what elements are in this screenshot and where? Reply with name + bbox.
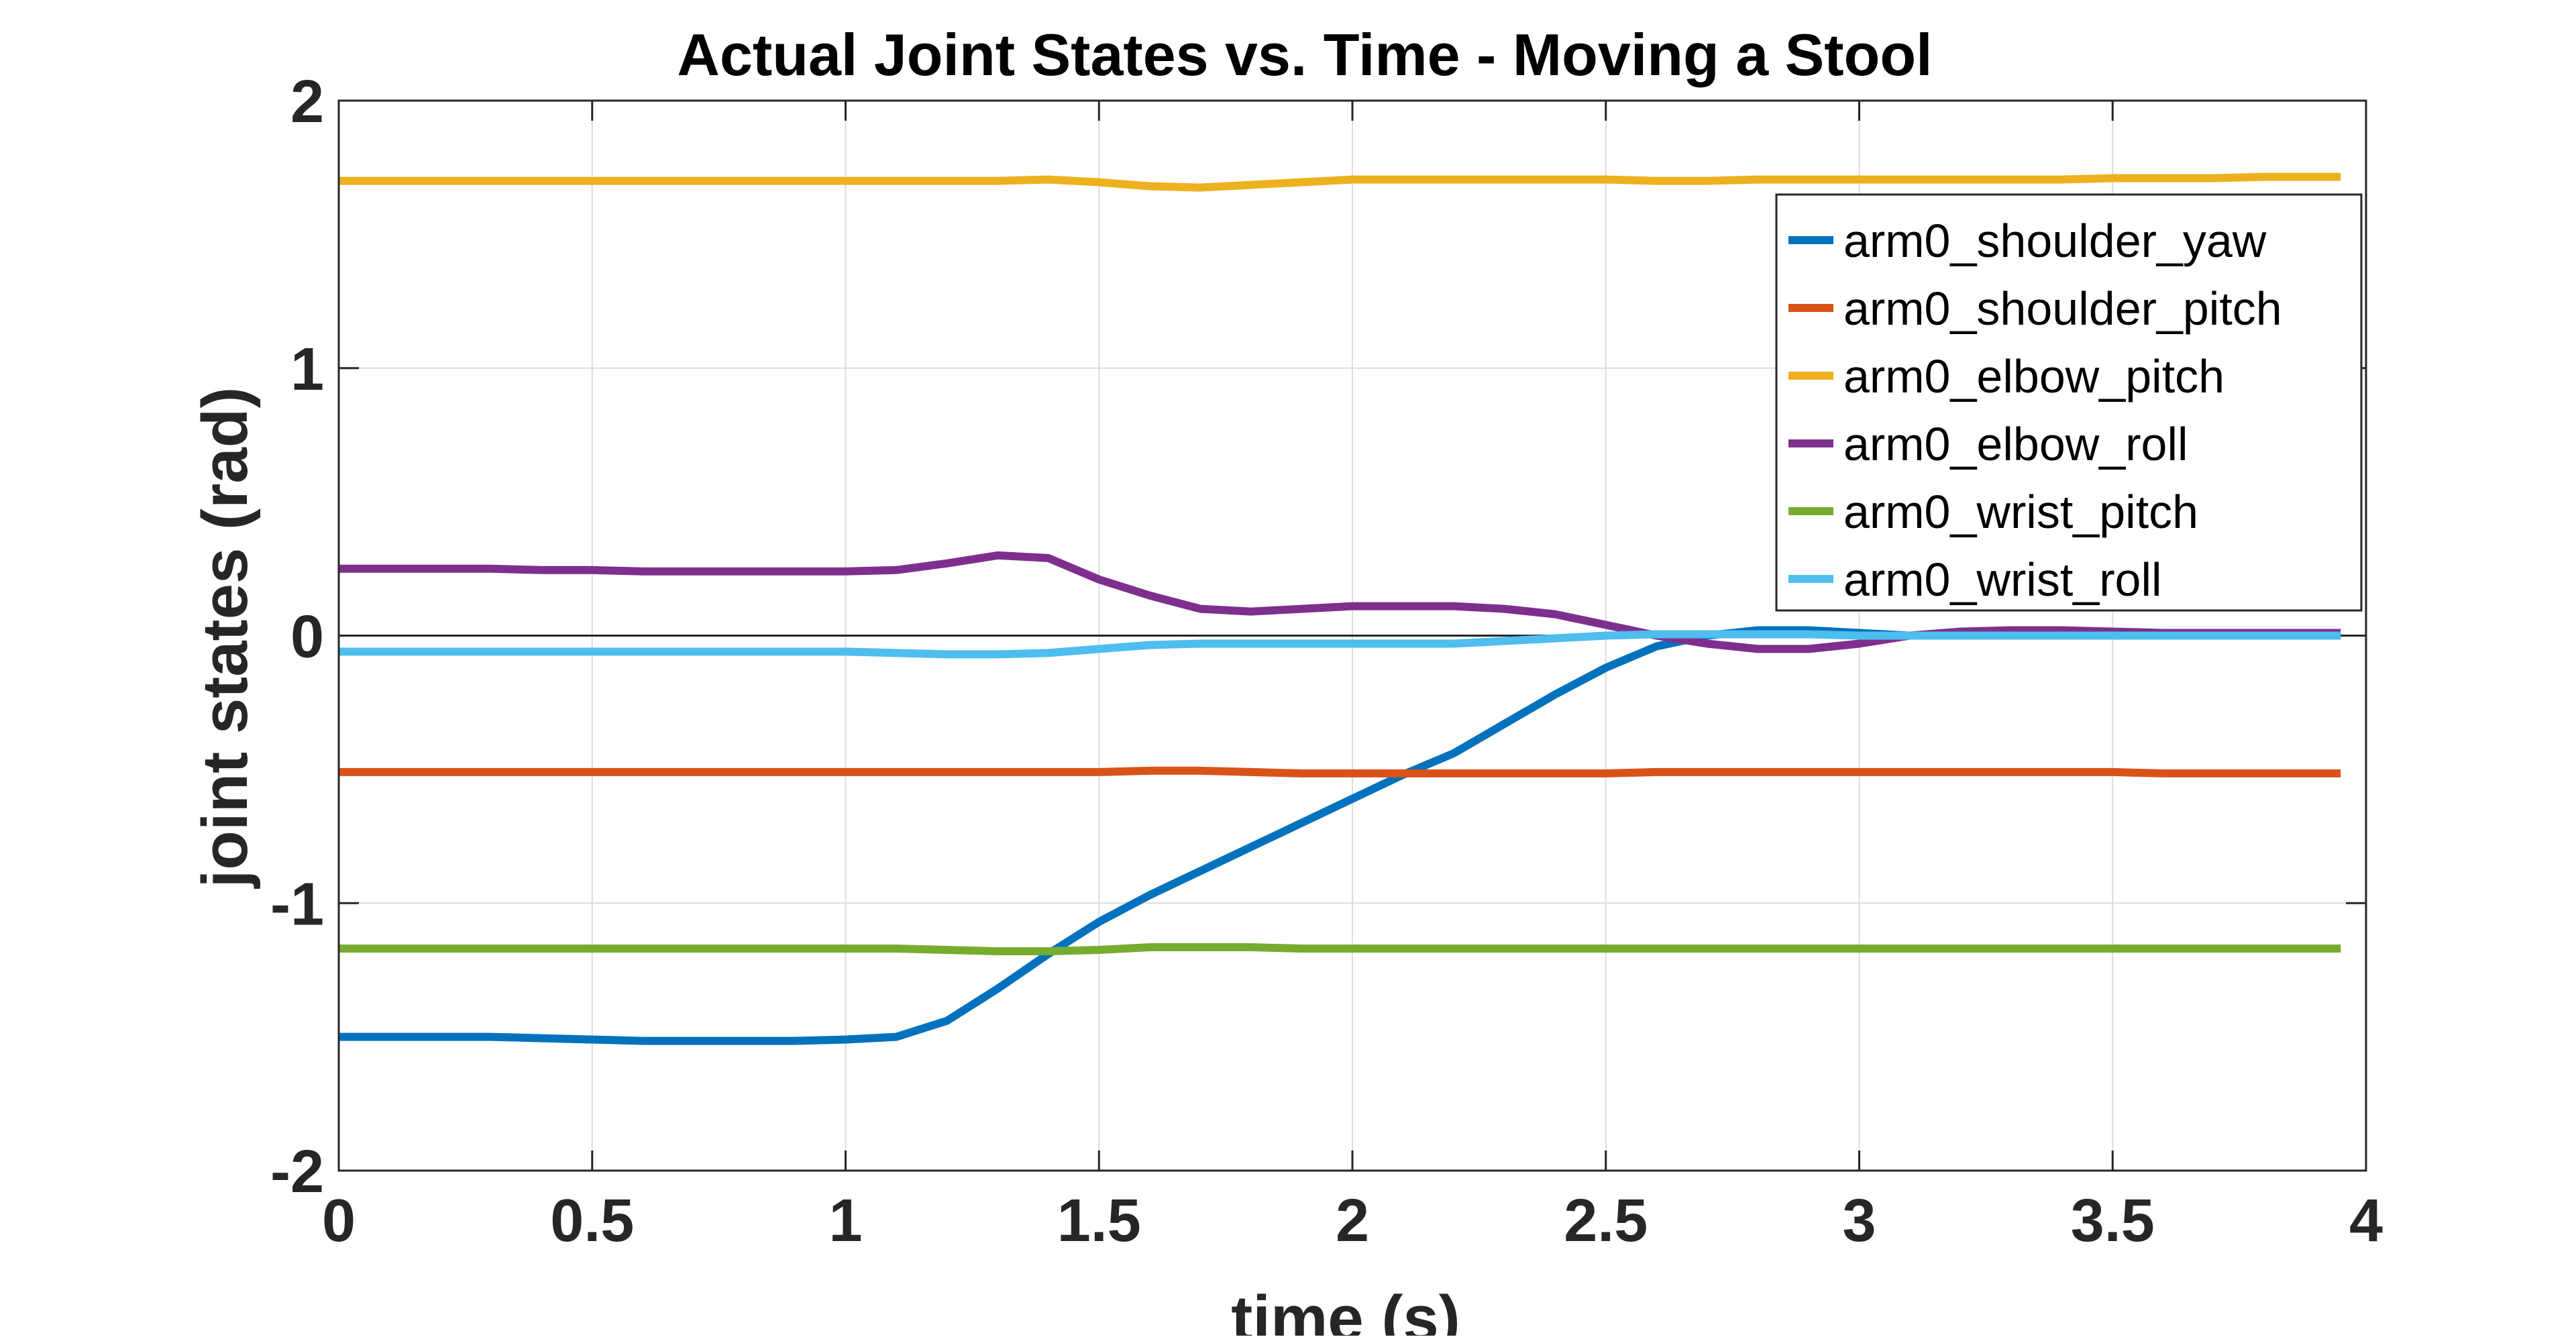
series-line-arm0_shoulder_pitch bbox=[339, 766, 2341, 778]
series-line-arm0_elbow_pitch bbox=[339, 172, 2341, 192]
x-tick-label: 4 bbox=[2349, 1187, 2383, 1254]
series-line-arm0_wrist_roll bbox=[339, 630, 2341, 659]
y-tick-label: 0 bbox=[290, 604, 324, 671]
x-tick-label: 1.5 bbox=[1057, 1187, 1141, 1254]
legend: arm0_shoulder_yaw arm0_shoulder_pitch arm0… bbox=[1775, 193, 2363, 612]
chart-title: Actual Joint States vs. Time - Moving a … bbox=[677, 21, 1932, 88]
legend-entry: arm0_elbow_roll bbox=[1843, 418, 2188, 470]
legend-entry: arm0_shoulder_yaw bbox=[1843, 215, 2267, 267]
x-tick-label: 3 bbox=[1842, 1187, 1876, 1254]
x-tick-label: 3.5 bbox=[2071, 1187, 2155, 1254]
y-tick-label: 1 bbox=[290, 336, 324, 403]
x-tick-label: 2.5 bbox=[1564, 1187, 1648, 1254]
x-axis-label: time (s) bbox=[1231, 1283, 1460, 1336]
y-tick-label: -1 bbox=[270, 871, 324, 938]
legend-entry: arm0_shoulder_pitch bbox=[1843, 282, 2282, 335]
x-tick-label: 2 bbox=[1336, 1187, 1369, 1254]
series-line-arm0_wrist_pitch bbox=[339, 943, 2341, 955]
series-line-arm0_elbow_roll bbox=[339, 551, 2341, 653]
x-tick-label: 0 bbox=[322, 1187, 356, 1254]
x-tick-label: 1 bbox=[828, 1187, 862, 1254]
legend-entry: arm0_wrist_pitch bbox=[1843, 486, 2198, 538]
legend-box bbox=[1775, 193, 2363, 612]
y-tick-labels: 2 1 0 -1 -2 bbox=[270, 68, 324, 1206]
y-tick-label: 2 bbox=[290, 68, 324, 136]
x-tick-labels: 0 0.5 1 1.5 2 2.5 3 3.5 4 bbox=[322, 1187, 2383, 1254]
y-axis-label: joint states (rad) bbox=[189, 387, 261, 890]
series-lines bbox=[339, 172, 2341, 1045]
y-tick-label: -2 bbox=[270, 1138, 324, 1206]
x-tick-label: 0.5 bbox=[550, 1187, 634, 1254]
legend-entry: arm0_elbow_pitch bbox=[1843, 350, 2224, 403]
legend-entry: arm0_wrist_roll bbox=[1843, 553, 2162, 606]
